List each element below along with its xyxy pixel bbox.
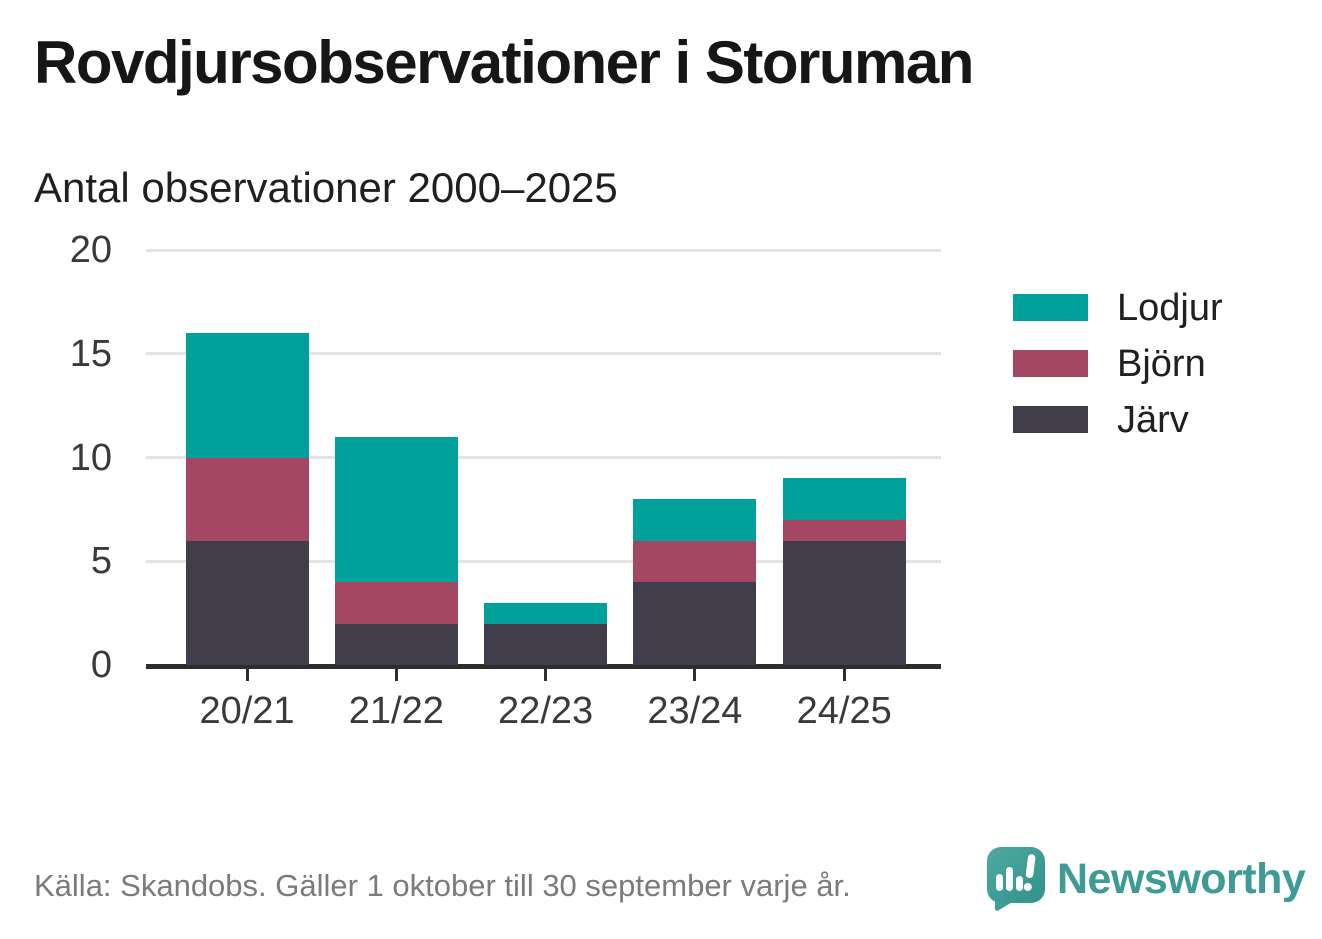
y-tick-label-15: 15 (69, 332, 112, 375)
legend-swatch-björn (1013, 350, 1088, 377)
x-tick-label-24-25: 24/25 (796, 690, 892, 732)
legend-label-järv: Järv (1117, 398, 1189, 441)
y-tick-label-10: 10 (69, 436, 112, 479)
x-tick-23-24 (693, 668, 697, 681)
bar-20-21 (185, 333, 309, 665)
legend-item-björn: Björn (1013, 345, 1223, 383)
bar-24-25 (782, 478, 906, 665)
bar-segment-järv-23-24 (633, 582, 757, 665)
bar-segment-lodjur-23-24 (633, 499, 757, 541)
gridline-y-10 (146, 456, 941, 459)
newsworthy-bubble-chart-icon (987, 847, 1045, 911)
bar-segment-järv-20-21 (185, 540, 309, 665)
legend-label-björn: Björn (1117, 342, 1206, 385)
bar-segment-järv-21-22 (334, 623, 458, 665)
bar-segment-lodjur-21-22 (334, 436, 458, 582)
chart-title: Rovdjursobservationer i Storuman (34, 29, 974, 96)
x-tick-label-22-23: 22/23 (498, 690, 594, 732)
x-tick-label-20-21: 20/21 (199, 690, 295, 732)
x-tick-label-23-24: 23/24 (647, 690, 743, 732)
legend-swatch-järv (1013, 406, 1088, 433)
x-tick-label-21-22: 21/22 (348, 690, 444, 732)
legend-item-järv: Järv (1013, 401, 1223, 439)
legend-item-lodjur: Lodjur (1013, 289, 1223, 327)
newsworthy-wordmark: Newsworthy (1057, 854, 1306, 903)
y-tick-label-5: 5 (90, 540, 112, 583)
gridline-y-5 (146, 559, 941, 563)
bar-segment-björn-24-25 (782, 519, 906, 541)
chart-subtitle: Antal observationer 2000–2025 (34, 164, 618, 211)
bar-segment-björn-20-21 (185, 457, 309, 541)
x-tick-20-21 (245, 668, 249, 681)
bar-segment-lodjur-24-25 (782, 478, 906, 520)
bar-segment-järv-24-25 (782, 540, 906, 665)
x-axis-line (146, 664, 941, 669)
legend-label-lodjur: Lodjur (1117, 286, 1223, 329)
bar-21-22 (334, 436, 458, 665)
x-tick-22-23 (544, 668, 548, 681)
bar-segment-järv-22-23 (484, 623, 608, 665)
gridline-y-20 (146, 248, 941, 252)
plot-area (146, 248, 941, 669)
y-tick-label-20: 20 (69, 229, 112, 271)
y-tick-label-0: 0 (90, 644, 112, 686)
bar-23-24 (633, 499, 757, 665)
source-note: Källa: Skandobs. Gäller 1 oktober till 3… (34, 868, 851, 903)
legend-swatch-lodjur (1013, 294, 1088, 321)
bar-segment-lodjur-20-21 (185, 333, 309, 458)
gridline-y-15 (146, 352, 941, 356)
bar-segment-björn-21-22 (334, 582, 458, 624)
x-tick-24-25 (842, 668, 846, 681)
newsworthy-logo: Newsworthy (984, 845, 1306, 913)
legend: Lodjur Björn Järv (1013, 289, 1223, 439)
bar-segment-lodjur-22-23 (484, 602, 608, 624)
x-tick-21-22 (394, 668, 398, 681)
bar-22-23 (484, 602, 608, 665)
bar-segment-björn-23-24 (633, 540, 757, 582)
